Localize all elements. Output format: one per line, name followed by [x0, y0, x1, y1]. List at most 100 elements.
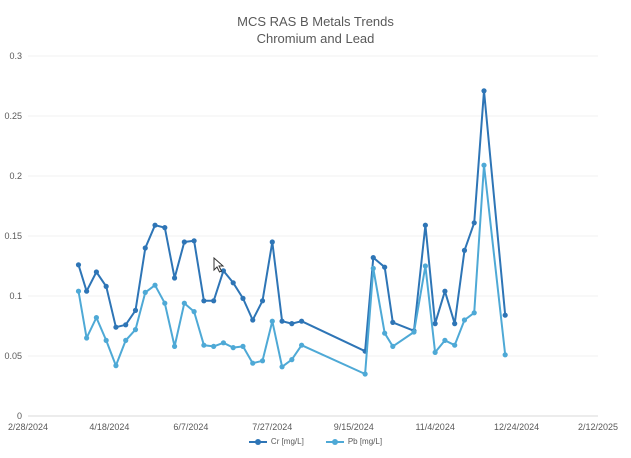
chart-title: MCS RAS B Metals Trends [237, 14, 394, 29]
data-point [422, 222, 428, 228]
x-tick-label: 2/12/2025 [578, 422, 618, 432]
data-point [113, 363, 119, 369]
data-point [250, 360, 256, 366]
data-point [211, 343, 217, 349]
axis-labels: 0 0.05 0.1 0.15 0.2 0.25 0.3 2/28/2024 4/18/2024… [4, 51, 618, 432]
data-point [299, 342, 305, 348]
data-point [240, 295, 246, 301]
data-point [461, 317, 468, 323]
x-tick-label: 2/28/2024 [8, 422, 48, 432]
data-point [211, 298, 217, 304]
data-point [502, 312, 508, 318]
data-point [481, 88, 487, 94]
data-point [230, 345, 236, 351]
series-line [77, 89, 507, 353]
mouse-cursor-icon [213, 257, 225, 273]
data-point [289, 321, 295, 327]
data-point [432, 349, 438, 355]
legend-item-cr[interactable]: Cr [mg/L] [248, 437, 304, 446]
data-point [279, 364, 285, 370]
data-point [390, 343, 396, 349]
data-point [269, 239, 275, 245]
data-point [142, 245, 148, 251]
legend-swatch-pb [325, 438, 344, 446]
data-point [171, 275, 178, 281]
chart-legend: Cr [mg/L] Pb [mg/L] [0, 437, 631, 446]
data-point [279, 318, 285, 324]
data-point [201, 342, 207, 348]
data-point [123, 322, 129, 328]
data-point [220, 268, 227, 274]
data-point [142, 289, 148, 295]
data-point [191, 238, 197, 244]
data-point [250, 317, 256, 323]
data-point [84, 288, 90, 294]
data-point [132, 327, 139, 333]
data-point [75, 288, 82, 294]
data-point [452, 342, 458, 348]
data-point [299, 318, 305, 324]
y-tick-label: 0.25 [4, 111, 22, 121]
data-point [191, 309, 197, 315]
legend-label-pb: Pb [mg/L] [347, 437, 383, 446]
data-point [382, 330, 388, 336]
data-point [132, 307, 139, 313]
data-point [181, 239, 187, 245]
data-point [382, 264, 388, 270]
data-point [220, 340, 227, 346]
data-point [362, 371, 368, 377]
data-point [471, 220, 477, 226]
data-point [370, 265, 376, 271]
data-point [75, 262, 82, 268]
data-point [181, 300, 187, 306]
data-point [93, 269, 99, 275]
data-point [162, 300, 168, 306]
data-point [103, 337, 109, 343]
data-point [259, 358, 266, 364]
y-tick-label: 0.05 [4, 351, 22, 361]
data-point [84, 335, 90, 341]
data-point [113, 324, 119, 330]
data-point [171, 343, 178, 349]
data-point [461, 247, 468, 253]
data-point [390, 319, 396, 325]
y-tick-label: 0.3 [9, 51, 22, 61]
x-tick-label: 7/27/2024 [252, 422, 292, 432]
y-tick-label: 0.15 [4, 231, 22, 241]
data-point [502, 352, 508, 358]
x-tick-label: 6/7/2024 [173, 422, 208, 432]
series-pb [75, 162, 508, 377]
data-point [259, 298, 266, 304]
chart-subtitle: Chromium and Lead [256, 31, 375, 46]
data-point [370, 255, 376, 261]
series-cr [75, 88, 508, 354]
legend-swatch-cr [248, 438, 267, 446]
data-point [269, 318, 275, 324]
data-point [240, 343, 246, 349]
y-tick-label: 0.1 [9, 291, 22, 301]
data-point [442, 288, 448, 294]
legend-item-pb[interactable]: Pb [mg/L] [325, 437, 383, 446]
y-tick-label: 0 [17, 411, 22, 421]
legend-label-cr: Cr [mg/L] [270, 437, 304, 446]
x-tick-label: 9/15/2024 [334, 422, 374, 432]
data-point [162, 225, 168, 231]
data-point [201, 298, 207, 304]
data-point [432, 321, 438, 327]
data-point [452, 321, 458, 327]
data-point [123, 337, 129, 343]
x-tick-label: 4/18/2024 [89, 422, 129, 432]
y-tick-label: 0.2 [9, 171, 22, 181]
data-point [289, 357, 295, 363]
data-point [152, 282, 158, 288]
data-point [152, 222, 158, 228]
data-point [230, 280, 236, 286]
x-tick-label: 12/24/2024 [494, 422, 539, 432]
data-point [481, 162, 487, 168]
data-point [422, 263, 428, 269]
series-lines [75, 88, 508, 377]
data-point [93, 315, 99, 321]
data-point [411, 329, 417, 335]
data-point [442, 337, 448, 343]
